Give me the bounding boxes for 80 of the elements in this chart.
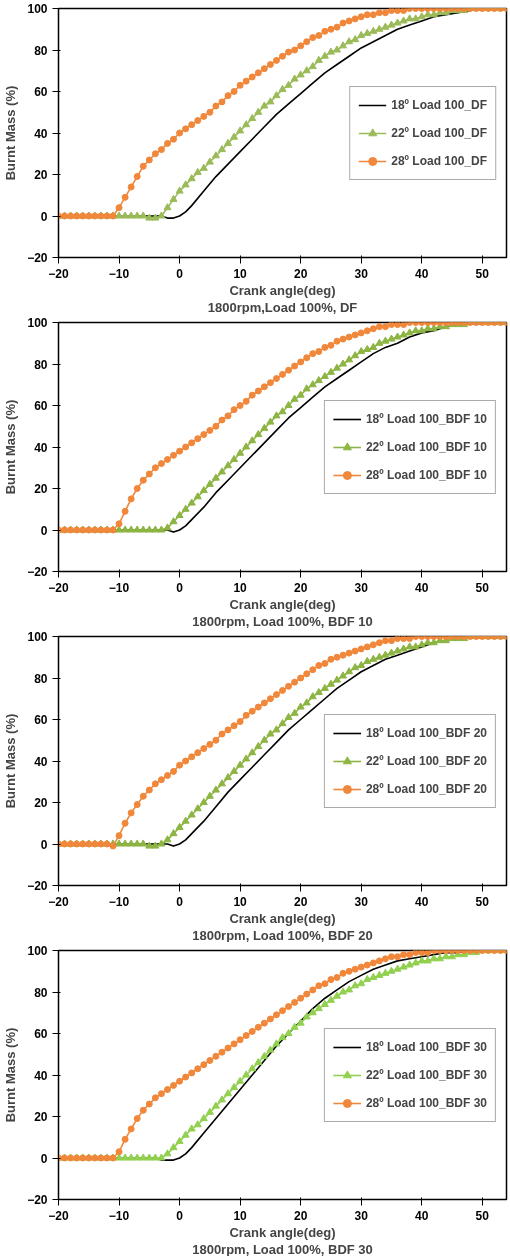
y-tick-label: 40 xyxy=(34,440,48,455)
y-tick-label: 100 xyxy=(27,316,48,330)
x-tick-label: −10 xyxy=(108,266,130,281)
y-tick-label: 0 xyxy=(40,837,48,852)
y-axis-title: Burnt Mass (%) xyxy=(3,713,19,809)
text: 1800rpm, Load 100%, BDF 10 xyxy=(192,613,373,629)
y-tick-label: −20 xyxy=(27,565,48,579)
y-tick-label: 100 xyxy=(27,630,48,644)
y-tick-label: 60 xyxy=(34,399,48,413)
x-tick-label: −10 xyxy=(108,580,130,595)
legend-label: 18º Load 100_BDF 10 xyxy=(365,411,487,426)
y-tick-label: 40 xyxy=(34,1068,48,1083)
x-tick-label: −10 xyxy=(108,1208,130,1223)
x-tick-label: 50 xyxy=(475,1208,490,1223)
x-axis-title: Crank angle(deg) xyxy=(229,1224,336,1240)
y-tick-label: 40 xyxy=(34,126,48,141)
x-axis-title: Crank angle(deg) xyxy=(229,282,336,298)
y-tick-label: 20 xyxy=(34,168,48,182)
x-tick-label: 30 xyxy=(354,266,369,281)
x-axis-title: Crank angle(deg) xyxy=(229,596,336,612)
x-tick-label: 10 xyxy=(233,580,248,595)
y-tick-label: 60 xyxy=(34,1027,48,1041)
legend-label: 18º Load 100_BDF 30 xyxy=(365,1039,487,1054)
x-tick-label: 40 xyxy=(415,1208,429,1223)
y-tick-label: 20 xyxy=(34,1110,48,1124)
legend-label: 28º Load 100_BDF 20 xyxy=(365,781,487,796)
y-tick-label: 20 xyxy=(34,482,48,496)
x-tick-label: 30 xyxy=(354,580,369,595)
y-tick-label: 100 xyxy=(27,944,48,958)
x-tick-label: 50 xyxy=(475,894,490,909)
x-tick-label: 10 xyxy=(233,1208,248,1223)
x-axis-title: Crank angle(deg) xyxy=(229,910,336,926)
y-tick-label: −20 xyxy=(27,251,48,265)
x-tick-label: −10 xyxy=(108,894,130,909)
x-tick-label: 30 xyxy=(354,1208,369,1223)
y-axis-title: Burnt Mass (%) xyxy=(3,85,19,181)
y-axis-title: Burnt Mass (%) xyxy=(3,399,19,495)
text: 1800rpm,Load 100%, DF xyxy=(207,299,358,315)
x-tick-label: 30 xyxy=(354,894,369,909)
text: 1800rpm, Load 100%, BDF 20 xyxy=(192,927,373,943)
y-tick-label: 80 xyxy=(34,43,48,58)
x-tick-label: 0 xyxy=(176,894,184,909)
x-tick-label: 10 xyxy=(233,266,248,281)
y-tick-label: −20 xyxy=(27,879,48,893)
x-tick-label: 50 xyxy=(475,580,490,595)
legend-label: 18º Load 100_DF xyxy=(391,97,487,112)
legend-label: 22º Load 100_BDF 10 xyxy=(365,439,487,454)
y-tick-label: 100 xyxy=(27,2,48,16)
legend-label: 28º Load 100_BDF 30 xyxy=(365,1095,487,1110)
x-tick-label: 40 xyxy=(415,266,429,281)
x-tick-label: 40 xyxy=(415,580,429,595)
legend-label: 28º Load 100_BDF 10 xyxy=(365,467,487,482)
y-axis-title: Burnt Mass (%) xyxy=(3,1027,19,1123)
y-tick-label: 0 xyxy=(40,523,48,538)
x-tick-label: 20 xyxy=(293,894,308,909)
y-tick-label: 60 xyxy=(34,85,48,99)
y-tick-label: 60 xyxy=(34,713,48,727)
x-tick-label: 50 xyxy=(475,266,490,281)
x-tick-label: 0 xyxy=(176,580,184,595)
x-tick-label: 20 xyxy=(293,1208,308,1223)
x-tick-label: 20 xyxy=(293,266,308,281)
legend-label: 22º Load 100_BDF 30 xyxy=(365,1067,487,1082)
x-tick-label: 40 xyxy=(415,894,429,909)
x-tick-label: 0 xyxy=(176,1208,184,1223)
y-tick-label: 0 xyxy=(40,1151,48,1166)
legend-label: 22º Load 100_BDF 20 xyxy=(365,753,487,768)
y-tick-label: 0 xyxy=(40,209,48,224)
text: 1800rpm, Load 100%, BDF 30 xyxy=(192,1241,373,1257)
legend-label: 22º Load 100_DF xyxy=(391,125,487,140)
x-tick-label: 20 xyxy=(293,580,308,595)
y-tick-label: 80 xyxy=(34,985,48,1000)
legend-label: 18º Load 100_BDF 20 xyxy=(365,725,487,740)
y-tick-label: 80 xyxy=(34,357,48,372)
y-tick-label: 20 xyxy=(34,796,48,810)
x-tick-label: 0 xyxy=(176,266,184,281)
y-tick-label: −20 xyxy=(27,1193,48,1207)
y-tick-label: 40 xyxy=(34,754,48,769)
y-tick-label: 80 xyxy=(34,671,48,686)
x-tick-label: 10 xyxy=(233,894,248,909)
legend-label: 28º Load 100_DF xyxy=(391,153,487,168)
